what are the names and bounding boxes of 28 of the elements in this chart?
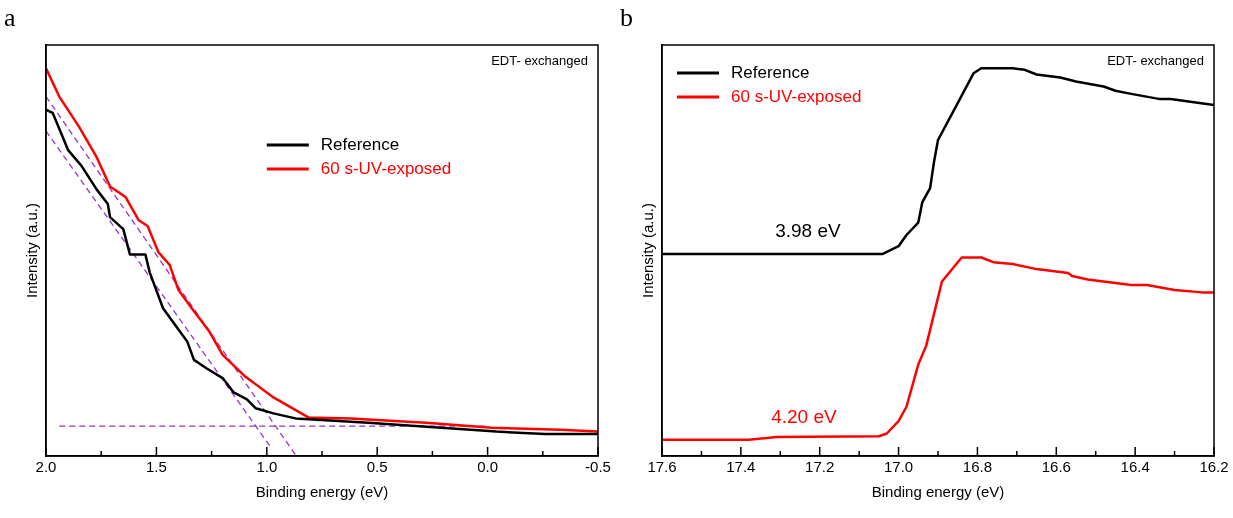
chart-title: b: [620, 2, 633, 32]
x-axis-title: Binding energy (eV): [255, 483, 389, 501]
legend-label: Reference: [320, 134, 400, 154]
legend-label: 60 s-UV-exposed: [731, 86, 862, 106]
chart-title: a: [4, 2, 16, 32]
x-tick-label: 16.8: [962, 458, 993, 476]
x-tick-label: 1.5: [145, 458, 167, 476]
annotation: 3.98 eV: [775, 220, 841, 242]
x-axis-title: Binding energy (eV): [871, 483, 1005, 501]
x-tick-label: 0.5: [366, 458, 388, 476]
x-tick-label: 0.0: [477, 458, 499, 476]
y-axis-title: Intensity (a.u.): [23, 202, 41, 299]
x-tick-label: 16.6: [1041, 458, 1071, 476]
x-tick-label: 16.4: [1120, 458, 1150, 476]
annotation: 4.20 eV: [771, 405, 838, 427]
y-axis-title: Intensity (a.u.): [639, 202, 657, 299]
text: EDT- exchanged: [491, 53, 588, 69]
x-tick-label: 2.0: [35, 458, 57, 476]
x-tick-label: -0.5: [585, 458, 611, 476]
x-tick-label: 17.6: [647, 458, 677, 476]
legend-label: 60 s-UV-exposed: [320, 158, 452, 178]
text: EDT- exchanged: [1107, 53, 1204, 69]
x-tick-label: 17.0: [883, 458, 914, 476]
legend-label: Reference: [731, 62, 810, 82]
x-tick-label: 17.4: [726, 458, 756, 476]
x-tick-label: 1.0: [256, 458, 278, 476]
x-tick-label: 16.2: [1199, 458, 1229, 476]
x-tick-label: 17.2: [805, 458, 835, 476]
